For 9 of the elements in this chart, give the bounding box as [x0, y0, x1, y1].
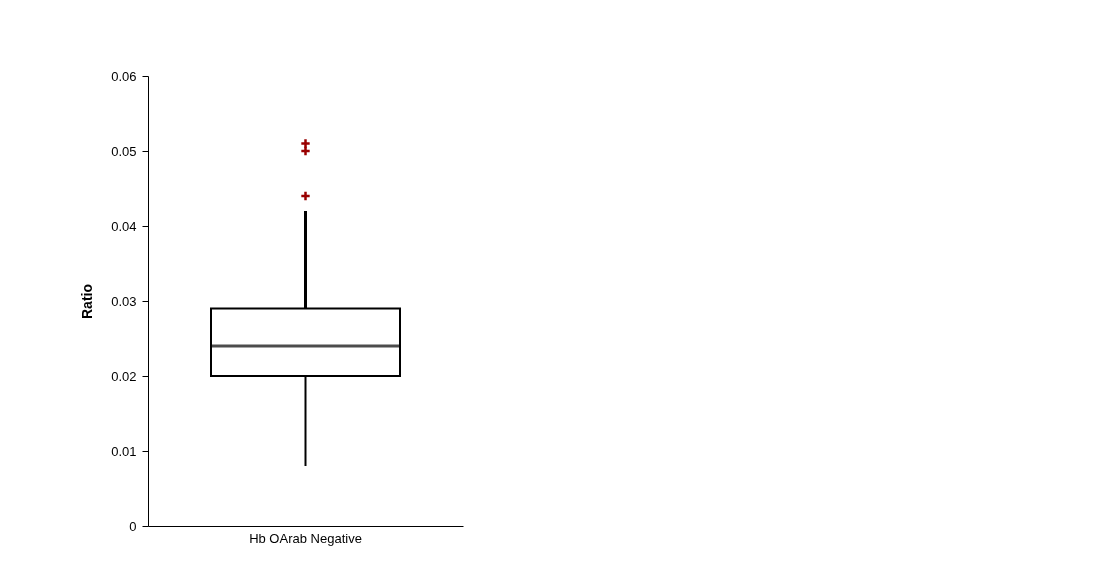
y-tick-label: 0.02 [111, 368, 137, 384]
y-tick-label: 0.06 [111, 68, 137, 84]
x-tick-label: Hb OArab Negative [249, 530, 362, 546]
y-tick-label: 0.03 [111, 293, 137, 309]
y-axis-title: Ratio [79, 284, 96, 319]
y-tick-label: 0.04 [111, 218, 137, 234]
y-tick-label: 0.05 [111, 143, 137, 159]
y-tick-label: 0.01 [111, 443, 137, 459]
y-tick-label: 0 [129, 518, 137, 534]
